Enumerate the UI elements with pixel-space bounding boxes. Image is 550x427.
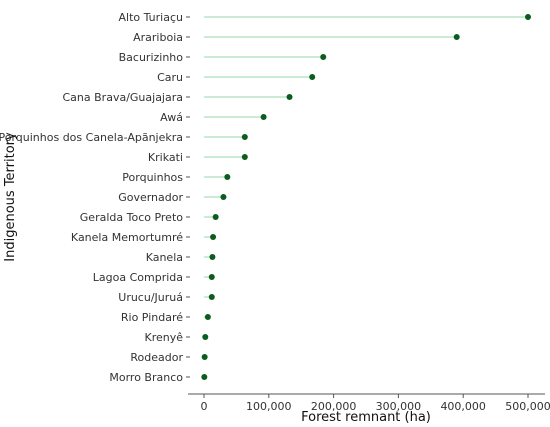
y-tick-label-12: Kanela (146, 251, 183, 264)
x-tick-label-0: 0 (201, 400, 208, 413)
x-tick-label-1: 100,000 (246, 400, 292, 413)
y-tick-label-16: Krenyê (144, 331, 183, 344)
data-point-16 (202, 334, 209, 340)
data-point-10 (212, 214, 219, 220)
data-point-3 (309, 74, 316, 80)
data-point-7 (241, 154, 248, 160)
y-tick-label-5: Awá (160, 111, 183, 124)
data-point-12 (209, 254, 216, 260)
plot-area (201, 14, 531, 380)
data-point-11 (210, 234, 217, 240)
y-tick-label-7: Krikati (148, 151, 183, 164)
data-point-0 (525, 14, 531, 20)
x-tick-label-2: 200,000 (311, 400, 357, 413)
y-axis-title: Indigenous Territory (3, 132, 18, 262)
x-axis-title: Forest remnant (ha) (301, 410, 431, 425)
x-tick-label-3: 300,000 (376, 400, 422, 413)
y-tick-label-2: Bacurizinho (119, 51, 184, 64)
y-tick-label-13: Lagoa Comprida (93, 271, 183, 284)
y-tick-label-6: Porquinhos dos Canela-Apãnjekra (0, 131, 183, 144)
data-point-15 (204, 314, 211, 320)
y-axis-labels: Alto Turiaçu Arariboia Bacurizinho Caru Cana… (0, 11, 190, 384)
y-tick-label-11: Kanela Memortumré (71, 231, 183, 244)
data-point-5 (260, 114, 267, 120)
data-point-13 (208, 274, 215, 280)
y-tick-label-14: Urucu/Juruá (118, 291, 183, 304)
y-tick-label-10: Geralda Toco Preto (80, 211, 183, 224)
y-tick-label-17: Rodeador (130, 351, 183, 364)
y-tick-label-15: Rio Pindaré (121, 311, 183, 324)
data-point-4 (286, 94, 293, 100)
y-tick-label-1: Arariboia (133, 31, 183, 44)
data-point-2 (320, 54, 327, 60)
x-axis: 0 100,000 200,000 300,000 400,000 500,000 (188, 393, 550, 413)
y-tick-label-4: Cana Brava/Guajajara (63, 91, 184, 104)
y-tick-label-0: Alto Turiaçu (119, 11, 183, 24)
data-point-18 (201, 374, 208, 380)
y-tick-label-9: Governador (118, 191, 183, 204)
data-point-1 (453, 34, 460, 40)
y-tick-label-8: Porquinhos (122, 171, 183, 184)
data-point-17 (201, 354, 208, 360)
x-tick-label-4: 400,000 (440, 400, 486, 413)
y-tick-label-18: Morro Branco (109, 371, 183, 384)
data-point-9 (220, 194, 227, 200)
data-point-6 (241, 134, 248, 140)
y-tick-label-3: Caru (157, 71, 183, 84)
x-tick-label-5: 500,000 (505, 400, 550, 413)
data-point-8 (224, 174, 231, 180)
data-point-14 (208, 294, 215, 300)
